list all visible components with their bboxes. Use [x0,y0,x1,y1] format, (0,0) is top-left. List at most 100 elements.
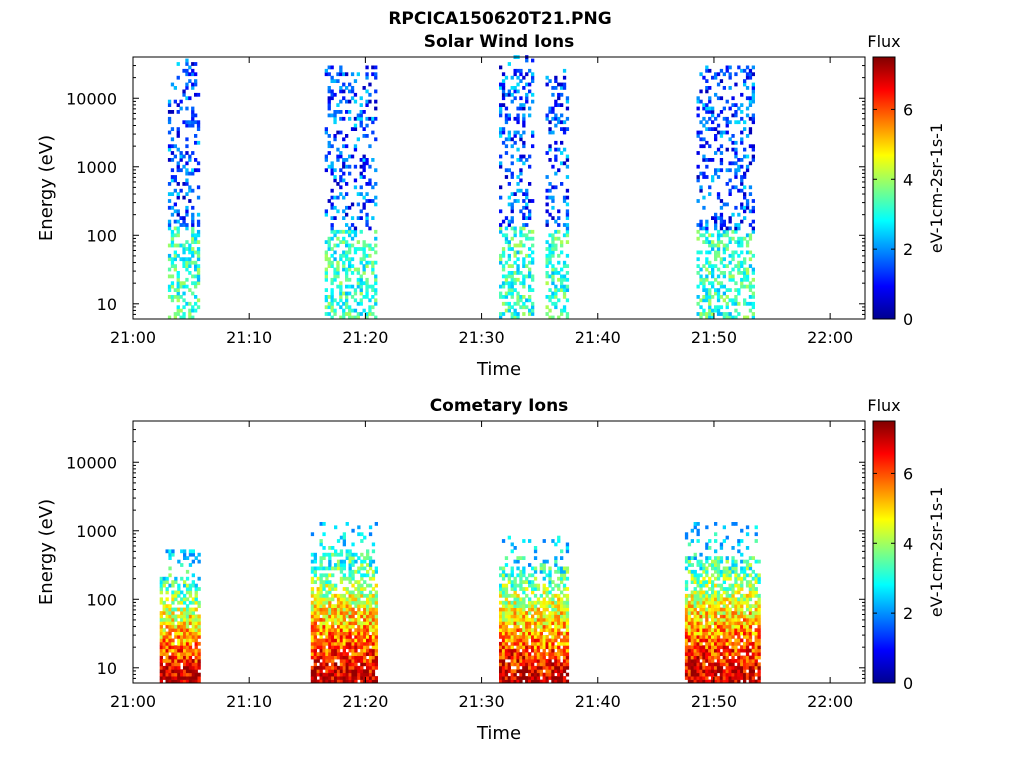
spectrogram-cell [501,648,506,653]
spectrogram-cell [696,559,700,564]
spectrogram-cell [170,110,175,114]
spectrogram-cell [374,607,378,612]
spectrogram-cell [714,305,718,310]
spectrogram-cell [322,672,326,677]
spectrogram-cell [548,233,552,238]
spectrogram-cell [179,257,183,262]
spectrogram-cell [734,580,738,584]
spectrogram-cell [316,587,320,591]
spectrogram-cell [745,593,750,598]
spectrogram-cell [359,116,363,121]
spectrogram-cell [740,665,744,670]
spectrogram-cell [507,573,511,578]
spectrogram-cell [745,600,750,605]
spectrogram-cell [319,669,323,674]
spectrogram-cell [162,583,166,588]
spectrogram-cell [371,645,376,650]
spectrogram-cell [519,298,523,303]
spectrogram-cell [560,120,564,125]
spectrogram-cell [565,569,570,574]
spectrogram-cell [536,600,541,605]
x-tick-label: 21:30 [459,692,505,711]
spectrogram-cell [313,665,317,670]
spectrogram-cell [363,556,367,560]
spectrogram-cell [360,659,364,663]
spectrogram-cell [539,604,543,608]
spectrogram-cell [316,597,320,602]
spectrogram-cell [366,621,370,626]
spectrogram-cell [182,312,186,316]
spectrogram-cell [722,566,726,571]
spectrogram-cell [687,676,692,680]
spectrogram-cell [711,590,715,595]
spectrogram-cell [699,617,703,622]
spectrogram-cell [331,628,335,632]
spectrogram-cell [510,192,514,196]
spectrogram-cell [548,195,552,200]
spectrogram-cell [719,676,724,680]
spectrogram-cell [501,611,506,615]
spectrogram-cell [504,665,509,670]
spectrogram-cell [363,559,367,564]
spectrogram-cell [330,229,334,234]
spectrogram-cell [705,607,709,612]
spectrogram-cell [359,185,363,190]
spectrogram-cell [693,621,697,626]
spectrogram-cell [359,216,363,220]
spectrogram-cell [179,154,183,159]
spectrogram-cell [357,628,361,632]
spectrogram-cell [542,641,546,646]
spectrogram-cell [319,563,323,567]
spectrogram-cell [357,580,361,584]
spectrogram-cell [168,624,172,629]
spectrogram-cell [737,614,741,619]
spectrogram-cell [513,648,517,653]
spectrogram-cell [342,635,346,639]
spectrogram-cell [170,284,175,289]
spectrogram-cell [174,597,178,602]
spectrogram-cell [745,614,750,619]
spectrogram-cell [188,628,193,632]
spectrogram-cell [751,593,755,598]
spectrogram-cell [725,576,729,581]
spectrogram-cell [333,137,337,142]
spectrogram-cell [751,96,755,101]
y-tick-label: 1000 [76,522,117,541]
spectrogram-cell [330,226,334,231]
spectrogram-cell [722,202,726,207]
spectrogram-cell [554,147,558,152]
spectrogram-cell [371,669,376,674]
spectrogram-cell [188,635,193,639]
spectrogram-cell [191,631,195,636]
spectrogram-cell [719,240,724,244]
spectrogram-cell [510,655,514,660]
spectrogram-cell [696,662,700,667]
spectrogram-cell [751,617,755,622]
spectrogram-cell [751,219,755,224]
spectrogram-cell [525,611,529,615]
spectrogram-cell [328,638,332,643]
spectrogram-cell [504,652,509,656]
spectrogram-cell [194,79,198,83]
spectrogram-cell [528,600,532,605]
spectrogram-cell [319,617,323,622]
spectrogram-cell [708,110,712,114]
spectrogram-cell [743,600,747,605]
spectrogram-cell [711,665,715,670]
spectrogram-cell [194,665,198,670]
spectrogram-cell [687,542,692,547]
spectrogram-cell [722,628,726,632]
spectrogram-cell [687,628,692,632]
spectrogram-cell [519,631,523,636]
spectrogram-cell [522,638,526,643]
spectrogram-cell [501,72,506,77]
spectrogram-cell [728,672,732,677]
spectrogram-cell [319,665,323,670]
spectrogram-cell [173,264,177,268]
spectrogram-cell [565,576,570,581]
spectrogram-cell [499,134,503,138]
spectrogram-cell [342,229,346,234]
spectrogram-cell [170,233,175,238]
spectrogram-cell [191,247,195,251]
spectrogram-cell [533,645,538,650]
